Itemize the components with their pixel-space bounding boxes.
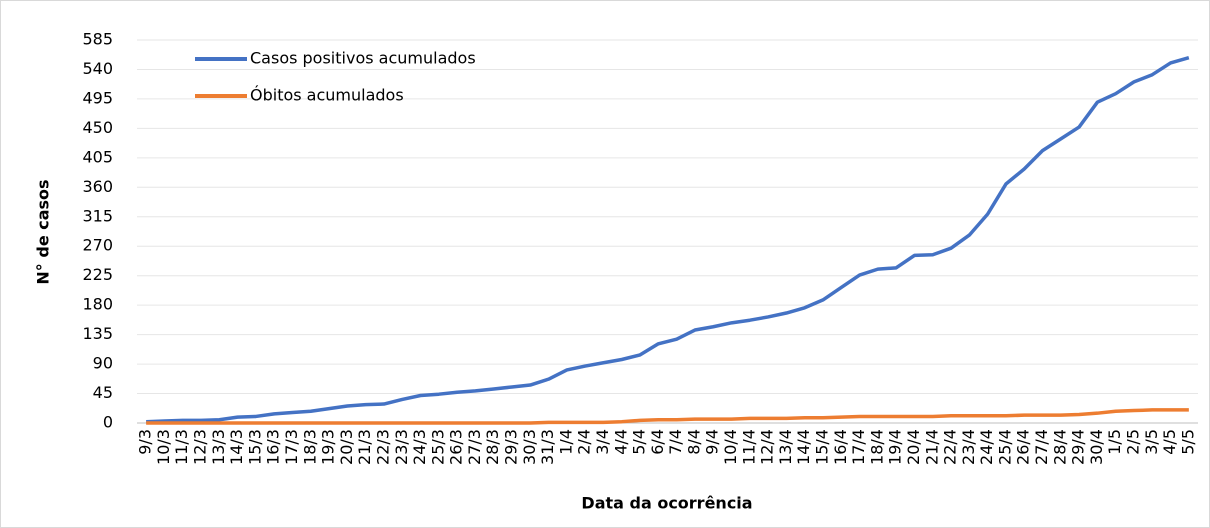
x-tick-label: 21/3 [355, 429, 374, 465]
x-tick-label: 24/3 [410, 429, 429, 465]
x-tick-label: 14/4 [794, 429, 813, 465]
x-tick-label: 21/4 [922, 429, 941, 465]
legend-label: Óbitos acumulados [250, 86, 404, 105]
x-axis-title: Data da ocorrência [581, 494, 752, 513]
x-tick-label: 6/4 [648, 429, 667, 455]
y-tick-label: 360 [82, 177, 113, 196]
y-tick-label: 540 [82, 59, 113, 78]
y-tick-label: 225 [82, 265, 113, 284]
x-tick-label: 15/3 [245, 429, 264, 465]
x-tick-label: 18/4 [867, 429, 886, 465]
x-tick-label: 24/4 [977, 429, 996, 465]
x-tick-label: 12/4 [758, 429, 777, 465]
x-tick-label: 19/3 [319, 429, 338, 465]
x-tick-label: 13/4 [776, 429, 795, 465]
x-tick-label: 28/4 [1050, 429, 1069, 465]
x-tick-label: 2/4 [575, 429, 594, 455]
y-tick-label: 45 [93, 383, 113, 402]
y-tick-label: 90 [93, 354, 113, 373]
x-tick-label: 22/4 [941, 429, 960, 465]
x-tick-label: 20/4 [904, 429, 923, 465]
x-tick-label: 4/4 [611, 429, 630, 455]
x-tick-label: 16/3 [264, 429, 283, 465]
x-tick-label: 3/4 [593, 429, 612, 455]
x-tick-label: 25/3 [428, 429, 447, 465]
x-tick-label: 9/4 [703, 429, 722, 455]
x-tick-label: 11/3 [172, 429, 191, 465]
x-tick-label: 27/3 [465, 429, 484, 465]
x-tick-label: 7/4 [666, 429, 685, 455]
x-tick-label: 29/3 [502, 429, 521, 465]
x-tick-label: 5/5 [1178, 429, 1197, 455]
x-tick-label: 23/4 [959, 429, 978, 465]
y-tick-label: 270 [82, 236, 113, 255]
x-tick-label: 5/4 [630, 429, 649, 455]
x-tick-label: 3/5 [1142, 429, 1161, 455]
y-tick-label: 585 [82, 30, 113, 49]
y-tick-label: 180 [82, 295, 113, 314]
x-tick-label: 10/4 [721, 429, 740, 465]
y-axis-title: N° de casos [34, 179, 53, 284]
x-tick-label: 9/3 [136, 429, 155, 455]
x-tick-label: 28/3 [483, 429, 502, 465]
x-tick-label: 30/4 [1087, 429, 1106, 465]
x-tick-label: 16/4 [831, 429, 850, 465]
x-tick-label: 26/3 [447, 429, 466, 465]
x-tick-label: 29/4 [1069, 429, 1088, 465]
x-tick-label: 13/3 [209, 429, 228, 465]
x-tick-label: 22/3 [373, 429, 392, 465]
x-tick-label: 19/4 [886, 429, 905, 465]
x-tick-label: 1/4 [556, 429, 575, 455]
x-tick-label: 31/3 [538, 429, 557, 465]
x-tick-label: 23/3 [392, 429, 411, 465]
x-tick-label: 12/3 [191, 429, 210, 465]
y-tick-label: 315 [82, 206, 113, 225]
y-tick-label: 450 [82, 118, 113, 137]
x-tick-label: 11/4 [739, 429, 758, 465]
x-tick-label: 26/4 [1014, 429, 1033, 465]
series-line [146, 408, 1189, 425]
x-tick-label: 20/3 [337, 429, 356, 465]
x-tick-label: 1/5 [1105, 429, 1124, 455]
x-tick-label: 30/3 [520, 429, 539, 465]
x-tick-label: 17/4 [849, 429, 868, 465]
x-tick-label: 25/4 [995, 429, 1014, 465]
y-tick-label: 135 [82, 324, 113, 343]
x-tick-label: 27/4 [1032, 429, 1051, 465]
x-tick-label: 14/3 [227, 429, 246, 465]
x-tick-label: 10/3 [154, 429, 173, 465]
x-tick-label: 2/5 [1123, 429, 1142, 455]
x-tick-label: 8/4 [684, 429, 703, 455]
x-tick-label: 17/3 [282, 429, 301, 465]
x-tick-label: 15/4 [812, 429, 831, 465]
y-tick-label: 405 [82, 147, 113, 166]
x-tick-label: 4/5 [1160, 429, 1179, 455]
legend-label: Casos positivos acumulados [250, 49, 476, 68]
y-tick-label: 495 [82, 88, 113, 107]
series-line [146, 55, 1190, 424]
y-tick-label: 0 [103, 413, 113, 432]
x-tick-label: 18/3 [300, 429, 319, 465]
